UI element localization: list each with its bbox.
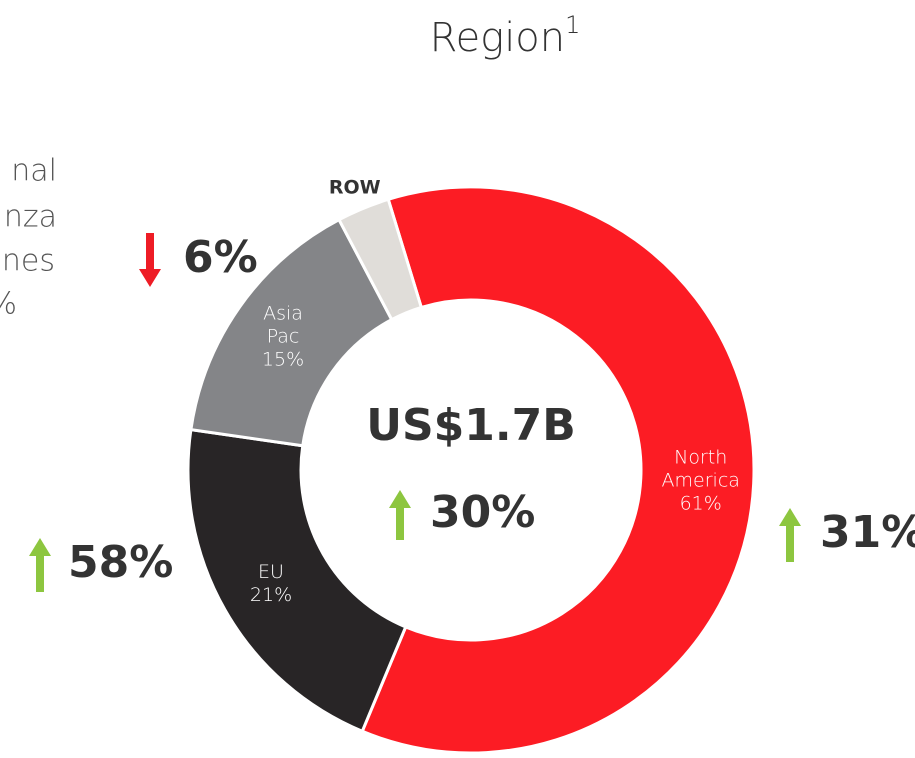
- cut-off-text: nza: [4, 200, 57, 235]
- category-label: EU: [258, 560, 284, 583]
- growth-arrow: [139, 233, 161, 287]
- growth-label: 6%: [183, 232, 258, 283]
- segment-label: North America 61%: [646, 447, 756, 516]
- growth-arrow: [389, 490, 411, 540]
- donut-segment: [186, 427, 408, 734]
- title-footnote: 1: [565, 11, 580, 39]
- growth-label: 58%: [68, 537, 173, 588]
- growth-arrow: [779, 508, 801, 562]
- value-label: 21%: [249, 583, 293, 606]
- cut-off-text: %: [0, 287, 17, 322]
- donut-segment: [360, 185, 756, 755]
- segment-label: EU 21%: [216, 561, 326, 607]
- segment-label: Asia Pac 15%: [228, 303, 338, 372]
- donut-segment: [189, 217, 394, 448]
- cut-off-text: nal: [11, 154, 57, 189]
- category-label: Asia Pac: [263, 302, 303, 348]
- value-label: 15%: [261, 348, 305, 371]
- center-text: US$1.7B: [366, 400, 576, 451]
- growth-label: 30%: [430, 487, 535, 538]
- cut-off-text: nes: [2, 244, 55, 279]
- chart-title: Region1: [430, 11, 581, 61]
- donut-segment: [336, 197, 424, 322]
- category-label: North America: [661, 446, 740, 492]
- value-label: 61%: [679, 492, 722, 515]
- growth-label: 31%: [820, 507, 915, 558]
- title-text: Region: [430, 15, 566, 61]
- segment-label: ROW: [329, 177, 381, 199]
- growth-arrow: [29, 538, 51, 592]
